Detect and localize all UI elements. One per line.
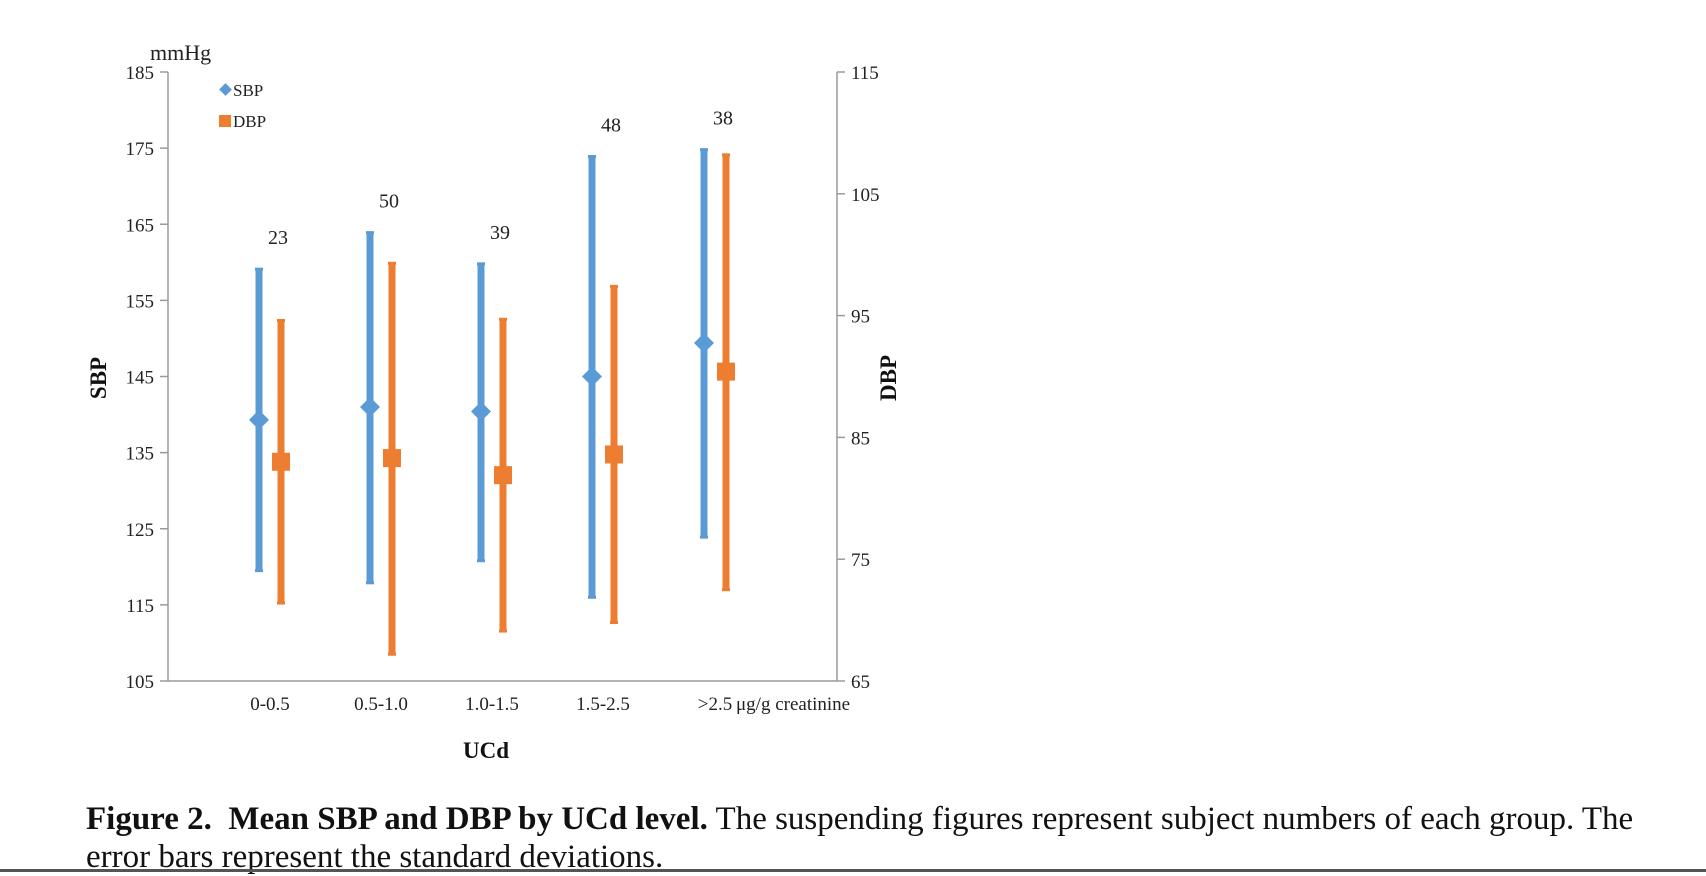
x-tick-label: 1.0-1.5 <box>465 694 519 715</box>
right-y-tick-label: 95 <box>851 307 870 328</box>
right-y-tick-label: 115 <box>851 63 879 84</box>
x-unit-label: μg/g creatinine <box>736 694 850 715</box>
left-y-tick-label: 175 <box>126 139 155 160</box>
figure-caption: Figure 2. Mean SBP and DBP by UCd level.… <box>86 800 1686 876</box>
legend-sbp-marker <box>219 83 232 96</box>
subject-count-label: 50 <box>379 191 399 213</box>
right-y-tick-label: 75 <box>851 550 870 571</box>
page-bottom-rule <box>0 869 1706 872</box>
dbp-mean-marker <box>272 452 290 471</box>
dbp-mean-marker <box>494 466 512 485</box>
subject-count-label: 23 <box>268 227 288 249</box>
x-tick-label: 1.5-2.5 <box>576 694 630 715</box>
left-y-tick-label: 105 <box>126 672 155 693</box>
left-y-tick-label: 185 <box>126 63 155 84</box>
sbp-mean-marker <box>582 366 602 387</box>
left-y-tick-label: 125 <box>126 520 155 541</box>
right-y-tick-label: 65 <box>851 672 870 693</box>
y-unit-label: mmHg <box>150 40 211 65</box>
caption-title: Mean SBP and DBP by UCd level. <box>228 801 708 837</box>
left-y-tick-label: 115 <box>126 596 154 617</box>
left-y-axis-title: SBP <box>86 357 111 399</box>
legend-dbp-marker <box>219 115 231 127</box>
subject-count-label: 39 <box>490 222 510 244</box>
left-y-tick-label: 155 <box>126 291 155 312</box>
subject-count-label: 48 <box>601 114 621 136</box>
right-y-tick-label: 105 <box>851 185 880 206</box>
dbp-mean-marker <box>605 445 623 464</box>
legend: SBP DBP <box>219 81 266 131</box>
x-tick-label: >2.5 <box>698 694 732 715</box>
x-axis-title: UCd <box>463 738 509 763</box>
sbp-mean-marker <box>471 401 491 422</box>
chart-figure: 105 115 125 135 145 155 165 175 185 65 75 85 95 105 1… <box>86 40 901 763</box>
left-y-tick-label: 165 <box>126 215 155 236</box>
x-tick-label: 0.5-1.0 <box>354 694 408 715</box>
left-y-tick-label: 145 <box>126 368 155 389</box>
sbp-mean-marker <box>694 333 714 354</box>
right-y-axis-title: DBP <box>876 355 901 401</box>
sbp-mean-marker <box>249 409 269 430</box>
x-tick-label: 0-0.5 <box>250 694 290 715</box>
legend-dbp-label: DBP <box>233 112 266 131</box>
dbp-mean-marker <box>717 362 735 381</box>
sbp-mean-marker <box>360 396 380 417</box>
right-y-tick-label: 85 <box>851 428 870 449</box>
subject-count-label: 38 <box>713 108 733 130</box>
dbp-mean-marker <box>383 449 401 468</box>
caption-label: Figure 2. <box>86 801 212 837</box>
left-y-tick-label: 135 <box>126 444 155 465</box>
legend-sbp-label: SBP <box>233 81 263 100</box>
